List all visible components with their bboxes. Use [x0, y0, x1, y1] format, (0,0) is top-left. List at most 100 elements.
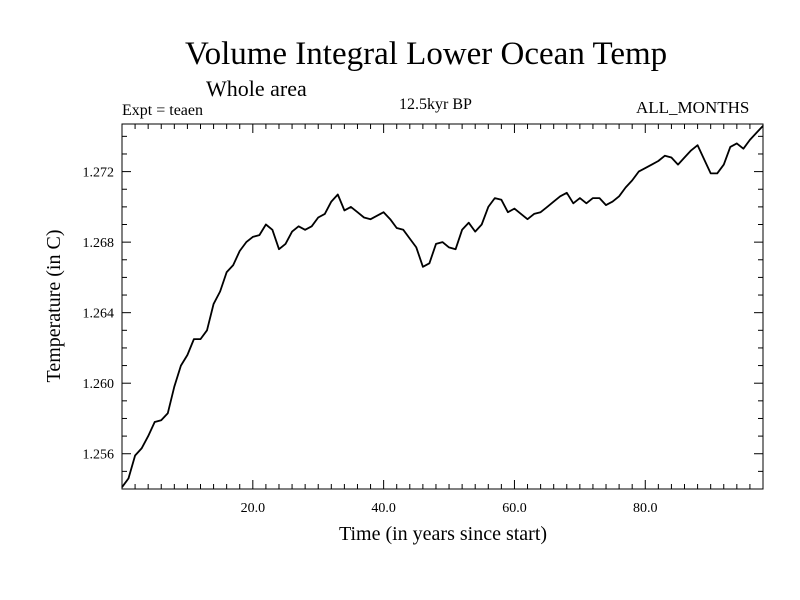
y-tick-label: 1.260 [83, 377, 115, 392]
data-point [134, 454, 136, 457]
data-point [212, 303, 215, 305]
y-tick-label: 1.264 [83, 307, 115, 322]
experiment-label: Expt = teaen [122, 102, 203, 119]
series-layer [121, 125, 764, 488]
data-point [186, 354, 189, 356]
data-point [363, 216, 365, 219]
data-point [526, 218, 529, 220]
data-point [710, 172, 712, 174]
data-point [729, 146, 731, 148]
series-line [121, 125, 764, 488]
data-point [618, 195, 620, 197]
plot-frame [121, 123, 764, 490]
data-point [762, 125, 764, 127]
data-point [271, 229, 274, 231]
data-point [742, 148, 744, 150]
data-point [369, 218, 372, 220]
data-point [579, 197, 581, 199]
data-point [533, 213, 535, 215]
data-point [258, 234, 260, 236]
data-point [402, 229, 404, 231]
data-point [625, 186, 627, 189]
chart-title: Volume Integral Lower Ocean Temp [185, 36, 668, 72]
data-point [598, 197, 601, 199]
data-point [481, 223, 483, 226]
months-label: ALL_MONTHS [636, 98, 750, 117]
data-point [468, 222, 470, 224]
data-point [337, 193, 339, 196]
data-point [226, 271, 228, 273]
data-point [500, 199, 502, 201]
data-point [703, 158, 705, 160]
data-point [304, 229, 306, 231]
x-axis-label: Time (in years since start) [339, 523, 547, 545]
axis-ticks [122, 124, 763, 489]
data-point [520, 213, 522, 215]
data-point [723, 163, 725, 166]
data-point [324, 213, 326, 215]
data-point [298, 225, 300, 227]
data-point [376, 215, 378, 217]
data-point [383, 211, 385, 213]
data-point [160, 419, 162, 421]
x-tick-label: 80.0 [633, 501, 658, 516]
data-point [232, 264, 234, 266]
data-point [291, 230, 293, 233]
y-tick-label: 1.272 [83, 166, 115, 181]
data-point [670, 156, 673, 159]
x-tick-label: 60.0 [502, 501, 527, 516]
data-point [265, 223, 267, 226]
data-point [317, 216, 319, 219]
data-point [154, 421, 156, 423]
data-point [284, 243, 287, 245]
data-point [350, 206, 352, 208]
data-point [193, 338, 195, 340]
data-point [696, 144, 699, 146]
data-point [546, 206, 548, 208]
axis-tick-labels: 20.0 40.0 60.0 80.0 1.256 1.260 1.264 1.268 1.27… [83, 166, 658, 516]
data-point [415, 246, 417, 249]
data-point [611, 200, 614, 203]
period-label: 12.5kyr BP [399, 96, 472, 113]
data-point [422, 266, 424, 268]
x-tick-label: 40.0 [371, 501, 396, 516]
data-point [513, 208, 516, 210]
data-point [644, 167, 646, 169]
data-point [487, 206, 489, 208]
data-point [330, 200, 332, 203]
data-point [441, 241, 444, 243]
data-point [219, 290, 221, 293]
data-point [690, 149, 692, 152]
data-point [461, 229, 463, 231]
data-point [494, 197, 496, 199]
data-point [736, 142, 738, 144]
data-point [683, 156, 686, 159]
data-point [755, 132, 758, 134]
data-point [553, 200, 555, 203]
chart-subtitle: Whole area [206, 76, 307, 101]
data-point [651, 163, 653, 166]
y-axis-label: Temperature (in C) [43, 230, 65, 383]
data-point [356, 211, 359, 213]
data-point [638, 171, 640, 173]
data-point [252, 236, 254, 238]
data-point [585, 202, 587, 204]
data-point [239, 250, 241, 252]
data-point [448, 246, 450, 249]
data-point [657, 160, 659, 162]
data-point [245, 241, 247, 243]
data-point [180, 364, 182, 367]
data-point [631, 179, 633, 182]
data-point [199, 338, 202, 340]
data-point [566, 192, 568, 194]
data-point [454, 248, 457, 250]
data-point [389, 218, 391, 220]
x-tick-label: 20.0 [241, 501, 266, 516]
data-point [716, 172, 718, 174]
data-point [141, 447, 143, 450]
data-point [749, 139, 751, 141]
data-point [435, 243, 437, 245]
data-point [343, 209, 345, 212]
data-point [127, 477, 130, 480]
data-point [474, 230, 476, 233]
